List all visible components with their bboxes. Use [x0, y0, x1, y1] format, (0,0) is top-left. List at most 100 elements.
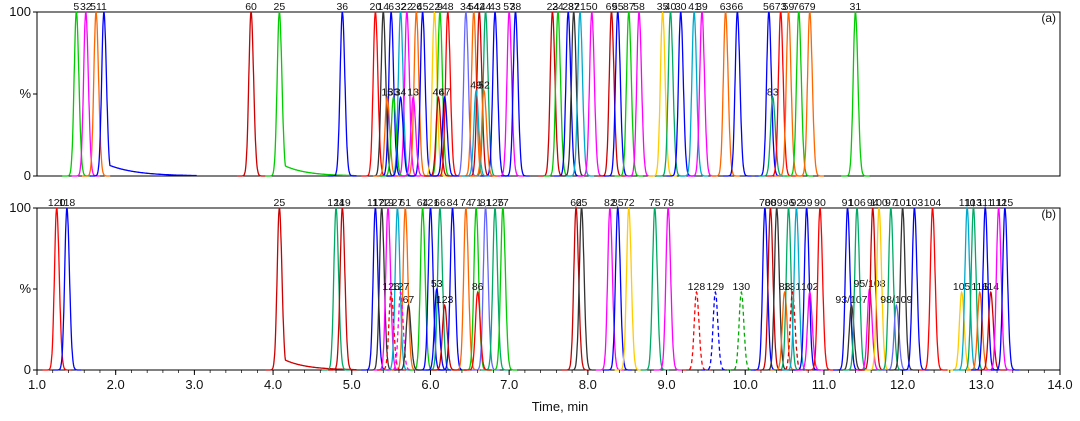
peak-label-83: 83	[767, 86, 779, 98]
peak-label-32: 32	[395, 1, 407, 13]
peak-label-5: 5	[73, 1, 79, 13]
peak-118	[52, 207, 82, 371]
peak-label-66: 66	[732, 1, 744, 13]
peak-label-62: 62	[570, 197, 582, 209]
y-tick-label: 0	[24, 362, 31, 377]
peak-5	[62, 11, 91, 177]
peak-label-102: 102	[801, 281, 819, 293]
peak-label-24: 24	[552, 1, 564, 13]
peak-127	[386, 290, 415, 371]
peak-label-116: 116	[971, 281, 988, 293]
peak-label-38: 38	[510, 1, 522, 13]
x-tick-label: 14.0	[1047, 377, 1072, 392]
peak-label-114: 114	[982, 281, 999, 293]
x-tick-label: 4.0	[264, 377, 282, 392]
x-tick-label: 10.0	[733, 377, 758, 392]
peak-label-27: 27	[392, 197, 404, 209]
peak-label-66: 66	[434, 197, 446, 209]
peak-38	[501, 11, 530, 177]
peak-label-65: 65	[576, 197, 588, 209]
peak-label-9: 9	[437, 1, 443, 13]
x-tick-label: 13.0	[969, 377, 994, 392]
peak-label-14: 14	[377, 1, 389, 13]
peak-label-67: 67	[403, 294, 415, 306]
peak-label-124: 124	[327, 197, 345, 209]
peak-30	[666, 11, 695, 177]
peak-15	[373, 95, 402, 177]
x-tick-label: 11.0	[812, 377, 836, 392]
peak-102	[795, 290, 824, 371]
peak-label-123: 123	[436, 294, 454, 306]
peak-label-122: 122	[373, 197, 391, 209]
peak-129	[701, 290, 730, 371]
peak-label-77: 77	[497, 197, 509, 209]
peak-label-87: 87	[623, 1, 635, 13]
peak-label-22: 22	[401, 1, 413, 13]
peak-63	[711, 11, 740, 177]
peak-label-21: 21	[574, 1, 586, 13]
peak-1	[89, 11, 197, 177]
peak-label-71: 71	[470, 197, 482, 209]
peak-label-19: 19	[382, 197, 394, 209]
x-tick-label: 9.0	[657, 377, 675, 392]
peak-label-91: 91	[842, 197, 854, 209]
peak-label-98-109: 98/109	[880, 294, 912, 306]
peak-label-90: 90	[814, 197, 826, 209]
peak-78	[653, 207, 683, 371]
peak-label-82: 82	[604, 197, 616, 209]
peak-label-129: 129	[707, 281, 725, 293]
peak-label-81: 81	[480, 197, 492, 209]
peak-label-13: 13	[407, 86, 419, 98]
peak-13	[399, 95, 428, 177]
peak-label-99: 99	[801, 197, 813, 209]
peak-51	[81, 11, 111, 177]
peak-34	[386, 95, 415, 177]
peak-label-72: 72	[623, 197, 635, 209]
peak-115	[990, 207, 1020, 371]
peak-label-94: 94	[867, 197, 879, 209]
peak-25	[265, 11, 357, 177]
peak-label-50: 50	[586, 1, 598, 13]
x-tick-label: 7.0	[500, 377, 518, 392]
peak-label-45: 45	[417, 1, 429, 13]
peak-label-51: 51	[90, 1, 102, 13]
peak-label-75: 75	[649, 197, 661, 209]
peak-label-89: 89	[771, 197, 783, 209]
peak-75	[640, 207, 669, 371]
peak-label-36: 36	[336, 1, 348, 13]
peak-46	[424, 95, 453, 177]
peak-31	[841, 11, 870, 177]
peak-label-85: 85	[612, 197, 624, 209]
peak-label-20: 20	[370, 1, 382, 13]
peak-label-44: 44	[480, 1, 492, 13]
peak-label-64: 64	[417, 197, 429, 209]
peak-label-63: 63	[720, 1, 732, 13]
peak-label-57: 57	[503, 1, 515, 13]
peak-49	[461, 88, 491, 177]
peak-label-112: 112	[990, 197, 1007, 209]
x-tick-label: 8.0	[579, 377, 597, 392]
peak-label-32: 32	[80, 1, 92, 13]
peak-90	[805, 207, 835, 371]
peak-76	[784, 11, 813, 177]
peak-label-30: 30	[675, 1, 687, 13]
peak-36	[328, 11, 357, 177]
peak-label-25: 25	[274, 1, 286, 13]
peak-label-46: 46	[432, 86, 444, 98]
x-tick-label: 2.0	[107, 377, 125, 392]
peak-62	[561, 205, 591, 371]
x-tick-label: 6.0	[421, 377, 439, 392]
peak-85	[603, 205, 632, 371]
peak-label-118: 118	[59, 197, 76, 209]
peak-label-31: 31	[850, 1, 862, 13]
peak-120	[42, 207, 71, 371]
peak-label-131: 131	[784, 281, 802, 293]
peak-label-55: 55	[612, 1, 624, 13]
peak-130	[727, 290, 756, 371]
peak-83	[758, 95, 787, 177]
peak-label-6: 6	[388, 1, 394, 13]
peak-label-88: 88	[779, 281, 791, 293]
peak-label-106: 106	[848, 197, 866, 209]
